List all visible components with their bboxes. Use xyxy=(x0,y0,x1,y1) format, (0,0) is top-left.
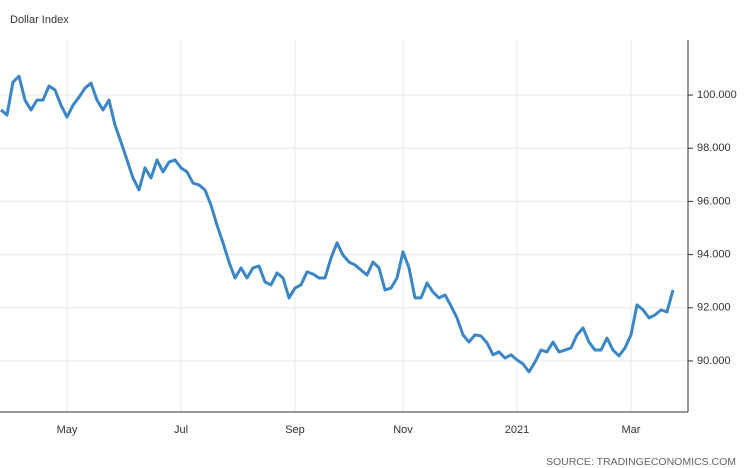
line-series xyxy=(0,74,675,374)
y-tick-label: 96.000 xyxy=(697,195,731,207)
chart-title: Dollar Index xyxy=(10,14,69,26)
y-tick-label: 94.000 xyxy=(697,248,731,260)
x-tick-label: Jul xyxy=(174,424,188,436)
x-tick-label: May xyxy=(57,424,78,436)
x-tick-label: Nov xyxy=(393,424,413,436)
y-tick-label: 98.000 xyxy=(697,142,731,154)
y-tick-label: 92.000 xyxy=(697,302,731,314)
source: SOURCE: TRADINGECONOMICS.COM xyxy=(546,456,736,468)
x-tick-label: 2021 xyxy=(505,424,529,436)
y-tick-label: 90.000 xyxy=(697,355,731,367)
y-tick-label: 100.000 xyxy=(697,89,737,101)
x-tick-label: Sep xyxy=(285,424,305,436)
x-tick-label: Mar xyxy=(622,424,641,436)
